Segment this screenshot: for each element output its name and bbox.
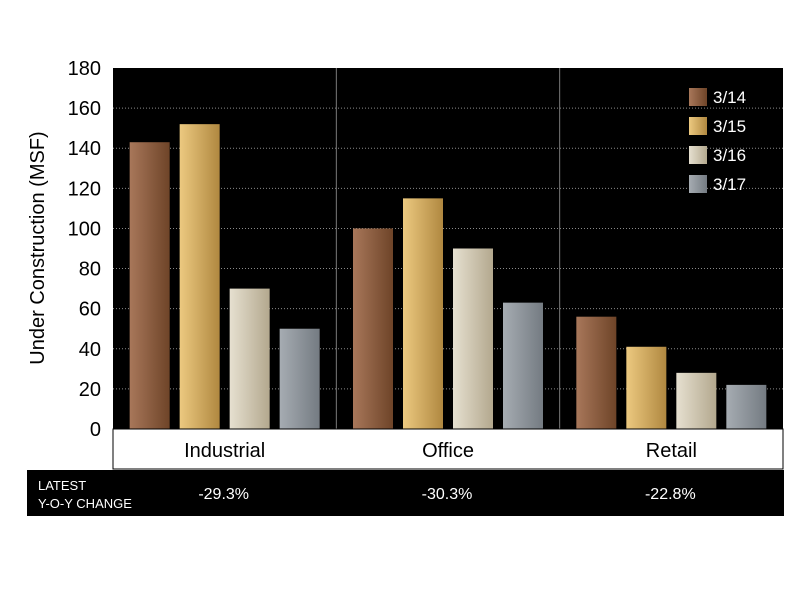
legend-label: 3/14 bbox=[713, 88, 746, 107]
legend-label: 3/15 bbox=[713, 117, 746, 136]
yoy-label-line1: LATEST bbox=[38, 478, 86, 493]
yoy-label-line2: Y-O-Y CHANGE bbox=[38, 496, 132, 511]
bar-office-3 bbox=[503, 302, 543, 429]
bar-retail-1 bbox=[626, 346, 667, 429]
bar-retail-3 bbox=[726, 384, 767, 429]
bar-office-2 bbox=[453, 248, 493, 429]
y-axis-label: Under Construction (MSF) bbox=[27, 131, 49, 364]
category-labels: Industrial Office Retail bbox=[184, 440, 697, 462]
y-tick-label: 120 bbox=[68, 178, 101, 200]
legend: 3/14 3/15 3/16 3/17 bbox=[689, 88, 746, 194]
y-tick-label: 0 bbox=[90, 419, 101, 441]
yoy-change-value: -29.3% bbox=[198, 486, 249, 503]
bar-office-0 bbox=[353, 228, 393, 429]
legend-label: 3/16 bbox=[713, 146, 746, 165]
yoy-footer-band bbox=[27, 470, 784, 516]
legend-swatch bbox=[689, 117, 707, 135]
y-tick-label: 180 bbox=[68, 58, 101, 80]
group-dividers bbox=[335, 68, 561, 429]
y-tick-label: 80 bbox=[79, 259, 101, 281]
bar-industrial-0 bbox=[129, 142, 170, 429]
legend-swatch bbox=[689, 146, 707, 164]
y-tick-label: 160 bbox=[68, 98, 101, 120]
yoy-change-value: -30.3% bbox=[422, 486, 473, 503]
bar-industrial-2 bbox=[229, 288, 270, 429]
y-axis: 0 20 40 60 80 100 120 140 160 180 bbox=[68, 58, 101, 441]
bar-retail-0 bbox=[576, 316, 617, 429]
bar-office-1 bbox=[403, 198, 443, 429]
category-label: Industrial bbox=[184, 440, 265, 462]
category-label: Office bbox=[422, 440, 474, 462]
category-label: Retail bbox=[646, 440, 697, 462]
legend-label: 3/17 bbox=[713, 175, 746, 194]
gridlines bbox=[113, 107, 783, 390]
bar-retail-2 bbox=[676, 372, 717, 429]
bar-industrial-1 bbox=[179, 124, 220, 430]
legend-swatch bbox=[689, 175, 707, 193]
y-tick-label: 140 bbox=[68, 138, 101, 160]
yoy-change-value: -22.8% bbox=[645, 486, 696, 503]
bar-industrial-3 bbox=[279, 328, 320, 429]
y-tick-label: 20 bbox=[79, 379, 101, 401]
y-tick-label: 100 bbox=[68, 218, 101, 240]
y-tick-label: 60 bbox=[79, 299, 101, 321]
bars bbox=[129, 124, 767, 430]
plot-area bbox=[113, 68, 783, 429]
y-tick-label: 40 bbox=[79, 339, 101, 361]
category-label-band bbox=[112, 428, 784, 470]
legend-swatch bbox=[689, 88, 707, 106]
yoy-changes: -29.3% -30.3% -22.8% bbox=[198, 486, 695, 503]
